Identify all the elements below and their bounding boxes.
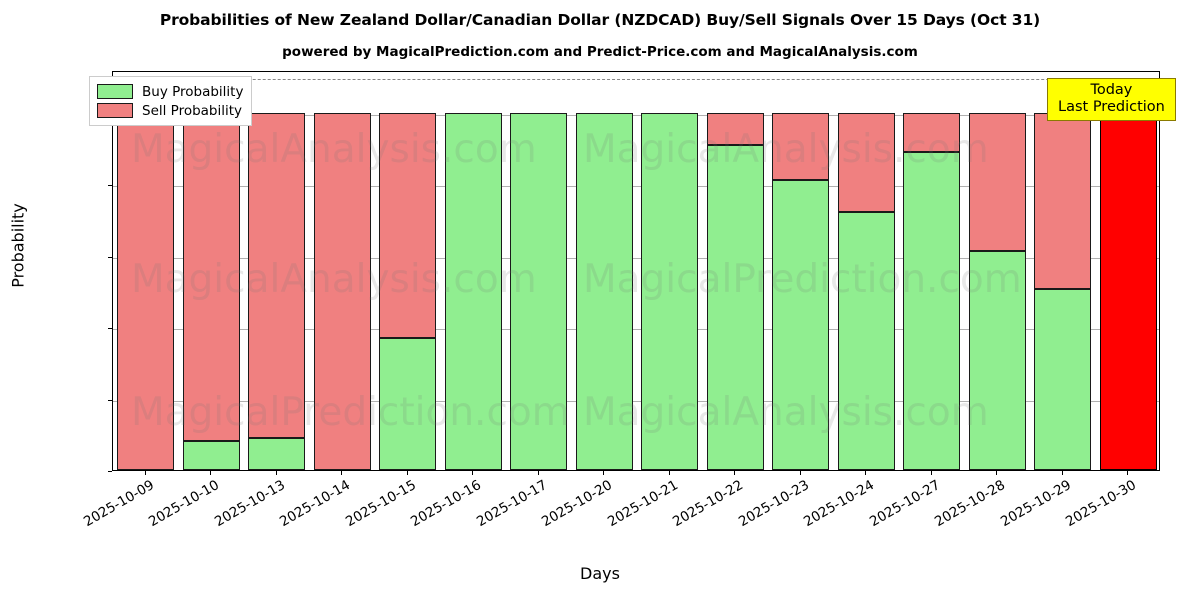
bar-group[interactable] [1034, 70, 1092, 470]
x-tick-mark [930, 471, 932, 475]
x-tick-mark [275, 471, 277, 475]
bar-segment-sell[interactable] [117, 112, 175, 470]
bar-group[interactable] [117, 70, 175, 470]
bar-segment-sell[interactable] [968, 112, 1026, 252]
x-tick-mark [210, 471, 212, 475]
x-tick-mark [1061, 471, 1063, 475]
bar-segment-buy[interactable] [379, 337, 437, 470]
gridline [113, 186, 1159, 188]
bar-group[interactable] [575, 70, 633, 470]
bar-group[interactable] [182, 70, 240, 470]
y-tick-mark [108, 471, 112, 472]
bar-segment-buy[interactable] [444, 112, 502, 470]
bar-segment-sell[interactable] [706, 112, 764, 145]
x-tick-mark [144, 471, 146, 475]
x-tick-mark [406, 471, 408, 475]
bar-segment-buy[interactable] [772, 179, 830, 470]
today-label-line2: Last Prediction [1058, 98, 1165, 115]
bar-segment-sell[interactable] [1034, 112, 1092, 290]
chart-subtitle: powered by MagicalPrediction.com and Pre… [282, 44, 918, 60]
x-tick-mark [865, 471, 867, 475]
x-tick-mark [734, 471, 736, 475]
chart-legend: Buy Probability Sell Probability [89, 76, 253, 126]
y-tick-mark [108, 399, 112, 401]
y-tick-mark [108, 185, 112, 187]
gridline [113, 329, 1159, 331]
bar-segment-buy[interactable] [903, 152, 961, 470]
threshold-dashed-line [113, 79, 1159, 81]
bar-segment-buy[interactable] [510, 112, 568, 470]
x-tick-mark [341, 471, 343, 475]
bar-segment-buy[interactable] [968, 251, 1026, 470]
gridline [113, 114, 1159, 116]
y-tick-mark [108, 256, 112, 258]
gridline [113, 257, 1159, 259]
bar-group[interactable] [1099, 70, 1157, 470]
x-axis-label: Days [580, 564, 620, 583]
x-tick-mark [799, 471, 801, 475]
bar-segment-sell[interactable] [379, 112, 437, 338]
y-axis-label: Probability [8, 203, 28, 288]
bar-segment-buy[interactable] [706, 145, 764, 470]
bar-group[interactable] [968, 70, 1026, 470]
legend-label: Buy Probability [142, 83, 244, 100]
legend-item[interactable]: Sell Probability [97, 101, 243, 120]
bar-segment-buy[interactable] [575, 112, 633, 470]
bar-group[interactable] [837, 70, 895, 470]
bar-group[interactable] [379, 70, 437, 470]
bar-segment-today[interactable] [1099, 112, 1157, 470]
legend-color-swatch [97, 103, 133, 118]
x-tick-mark [668, 471, 670, 475]
today-annotation: Today Last Prediction [1047, 78, 1176, 122]
legend-label: Sell Probability [142, 102, 243, 119]
x-tick-mark [537, 471, 539, 475]
bar-group[interactable] [313, 70, 371, 470]
chart-title: Probabilities of New Zealand Dollar/Cana… [159, 11, 1041, 29]
bar-segment-buy[interactable] [837, 211, 895, 470]
bar-segment-sell[interactable] [837, 112, 895, 212]
bar-segment-sell[interactable] [903, 112, 961, 153]
bar-group[interactable] [706, 70, 764, 470]
x-tick-mark [996, 471, 998, 475]
bar-group[interactable] [248, 70, 306, 470]
x-tick-mark [1127, 471, 1129, 475]
plot-area: MagicalAnalysis.comMagicalAnalysis.comMa… [112, 71, 1160, 471]
x-tick-mark [603, 471, 605, 475]
bar-group[interactable] [903, 70, 961, 470]
bar-segment-sell[interactable] [772, 112, 830, 180]
bar-segment-buy[interactable] [248, 437, 306, 470]
bar-group[interactable] [641, 70, 699, 470]
bar-segment-sell[interactable] [248, 112, 306, 438]
x-tick-mark [472, 471, 474, 475]
today-label-line1: Today [1090, 82, 1133, 98]
bar-segment-buy[interactable] [182, 441, 240, 470]
bar-segment-sell[interactable] [313, 112, 371, 470]
bar-group[interactable] [772, 70, 830, 470]
legend-item[interactable]: Buy Probability [97, 82, 243, 101]
bar-group[interactable] [510, 70, 568, 470]
bar-group[interactable] [444, 70, 502, 470]
bar-segment-sell[interactable] [182, 112, 240, 442]
legend-color-swatch [97, 84, 133, 99]
bar-segment-buy[interactable] [1034, 289, 1092, 470]
gridline [113, 400, 1159, 402]
y-tick-mark [108, 328, 112, 330]
bar-segment-buy[interactable] [641, 112, 699, 470]
